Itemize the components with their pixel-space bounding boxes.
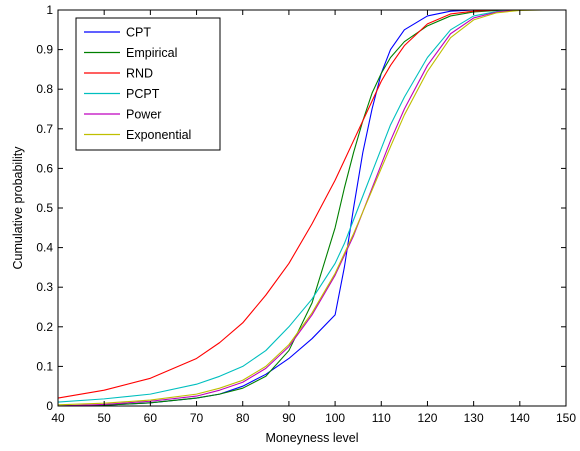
x-tick-label: 80 — [236, 411, 250, 425]
series-line-empirical — [57, 9, 566, 407]
series-line-pcpt — [57, 9, 566, 403]
y-tick-label: 0.6 — [36, 161, 53, 175]
ticks-layer: 40 50 60 70 80 90 100 110 120 130 140 150 0 0.1 0.2 0.3… — [36, 3, 576, 425]
y-tick-label: 0.3 — [36, 280, 53, 294]
y-tick-label: 0.7 — [36, 122, 53, 136]
legend-box — [75, 17, 221, 151]
y-tick-label: 0.5 — [36, 201, 53, 215]
x-tick-label: 100 — [325, 411, 345, 425]
legend-label-cpt: CPT — [126, 26, 151, 40]
legend-label-rnd: RND — [126, 67, 153, 81]
y-tick-label: 0.2 — [36, 320, 53, 334]
legend: CPT Empirical RND PCPT Power Exponential — [75, 17, 221, 151]
legend-entries: CPT Empirical RND PCPT Power Exponential — [84, 26, 191, 142]
x-tick-label: 60 — [144, 411, 158, 425]
y-axis-label: Cumulative probability — [11, 146, 25, 270]
x-tick-label: 110 — [372, 411, 391, 425]
legend-label-empirical: Empirical — [126, 46, 177, 60]
x-tick-label: 120 — [417, 411, 437, 425]
x-tick-label: 90 — [282, 411, 296, 425]
legend-label-power: Power — [126, 108, 161, 122]
series-line-exponential — [57, 9, 566, 406]
x-tick-label: 150 — [556, 411, 576, 425]
y-tick-label: 0 — [46, 399, 53, 413]
x-tick-label: 140 — [510, 411, 530, 425]
series-line-rnd — [57, 9, 566, 399]
x-tick-label: 70 — [190, 411, 204, 425]
legend-label-exponential: Exponential — [126, 128, 191, 142]
legend-label-pcpt: PCPT — [126, 87, 160, 101]
x-tick-label: 130 — [464, 411, 484, 425]
y-tick-label: 0.1 — [36, 359, 53, 373]
x-axis-label: Moneyness level — [265, 431, 358, 445]
y-tick-label: 1 — [46, 3, 53, 17]
y-tick-label: 0.9 — [36, 43, 53, 57]
y-tick-label: 0.8 — [36, 82, 53, 96]
x-tick-label: 40 — [51, 411, 65, 425]
y-tick-label: 0.4 — [36, 241, 53, 255]
series-layer — [57, 9, 566, 407]
x-tick-label: 50 — [98, 411, 112, 425]
